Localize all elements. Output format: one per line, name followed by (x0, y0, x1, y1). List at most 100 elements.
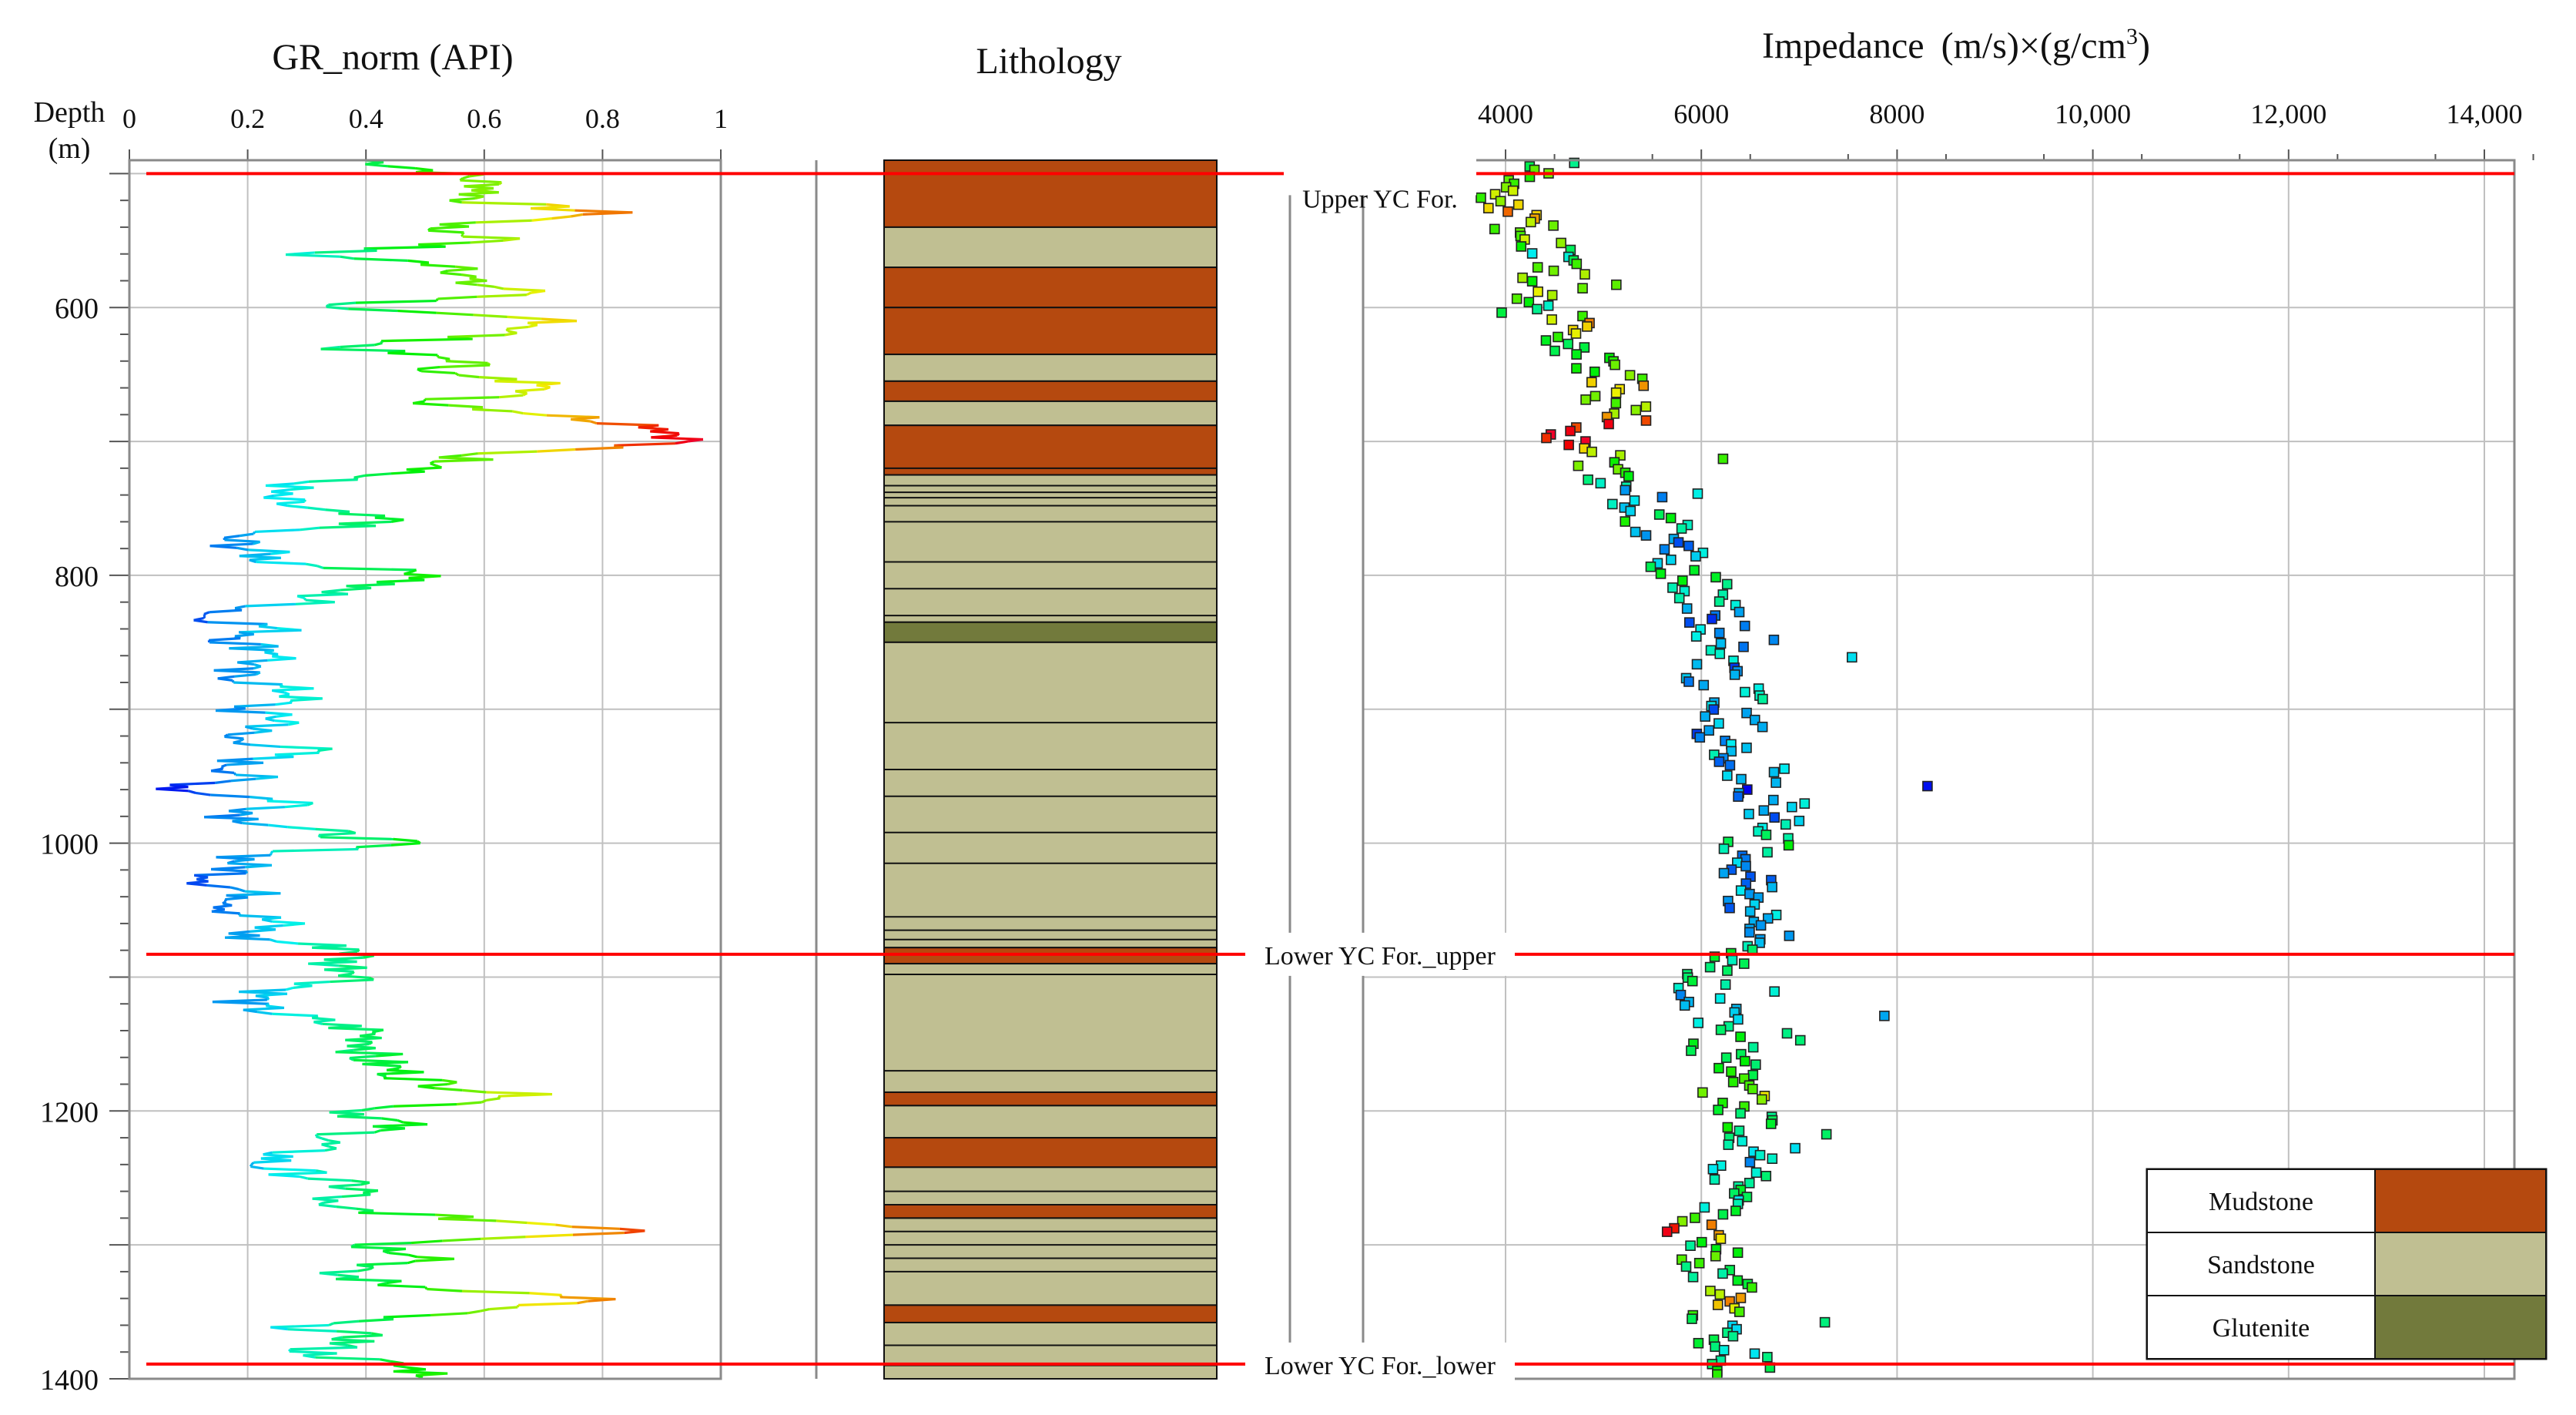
gr-segment (527, 1221, 556, 1226)
impedance-point (1620, 485, 1631, 496)
gr-segment (551, 215, 571, 220)
gr-segment (323, 1199, 339, 1204)
impedance-point (1738, 958, 1750, 969)
impedance-point (1496, 307, 1507, 318)
gr-segment (203, 615, 206, 619)
impedance-point (1713, 718, 1724, 729)
gr-segment (230, 777, 256, 783)
gr-segment (240, 811, 253, 816)
impedance-title: Impedance (m/s)×(g/cm3) (1762, 24, 2150, 66)
gr-segment (374, 1128, 381, 1134)
impedance-point (1765, 1118, 1777, 1129)
impedance-point (1549, 345, 1560, 357)
gr-segment (537, 448, 576, 453)
gr-segment (571, 1226, 620, 1230)
gr-segment (494, 380, 561, 385)
impedance-point (1769, 812, 1780, 823)
gr-segment (342, 1333, 383, 1339)
gr-segment (276, 502, 288, 508)
impedance-point (1517, 272, 1528, 283)
impedance-point (1675, 989, 1687, 1001)
gr-segment (323, 968, 354, 974)
impedance-point (1571, 349, 1582, 360)
impedance-point (1661, 1226, 1673, 1237)
lithology-bed-mudstone (883, 307, 1218, 356)
gr-segment (531, 206, 575, 212)
impedance-point (1625, 505, 1636, 517)
gr-segment (233, 772, 237, 776)
impedance-point (1679, 1000, 1690, 1011)
gr-segment (245, 723, 289, 728)
gr-segment (266, 800, 313, 805)
impedance-point (1749, 1348, 1760, 1360)
gr-segment (276, 940, 299, 945)
gr-segment (328, 1185, 346, 1190)
impedance-point (1747, 1041, 1759, 1053)
gr-frame (128, 159, 722, 1380)
impedance-point (1729, 669, 1740, 680)
gr-segment (362, 1062, 401, 1068)
gr-segment (326, 305, 349, 310)
gr-segment (474, 195, 484, 200)
gr-segment (275, 701, 293, 706)
impedance-point (1767, 881, 1777, 893)
gr-segment (588, 1297, 616, 1303)
gr-segment (303, 1353, 316, 1359)
impedance-point (1570, 328, 1582, 339)
impedance-point (1694, 732, 1706, 743)
gr-segment (245, 863, 273, 869)
gr-segment (287, 1328, 337, 1333)
gr-segment (420, 370, 456, 375)
gr-segment (312, 946, 360, 951)
impedance-point (1526, 248, 1538, 259)
impedance-point (1553, 331, 1563, 343)
impedance-x-ticks: 4000 6000 8000 10,000 12,000 14,000 (1455, 99, 2534, 160)
gr-segment (415, 1374, 424, 1379)
gr-segment (383, 1313, 430, 1319)
impedance-point (1532, 303, 1543, 315)
impedance-point (1577, 283, 1588, 293)
impedance-point (1699, 1202, 1710, 1213)
gr-segment (287, 826, 316, 830)
impedance-point (1740, 1055, 1750, 1067)
impedance-point (1683, 617, 1695, 628)
gr-segment (577, 1299, 588, 1305)
gr-segment (427, 1287, 463, 1293)
gr-segment (461, 201, 547, 206)
impedance-point (1686, 1045, 1697, 1056)
impedance-point (1724, 902, 1735, 914)
impedance-point (1571, 258, 1583, 270)
impedance-point (1768, 766, 1780, 778)
impedance-point (1603, 418, 1614, 430)
impedance-point (1697, 1087, 1708, 1098)
impedance-point (1747, 1282, 1757, 1293)
gr-segment (356, 843, 392, 849)
gr-segment (308, 962, 340, 967)
gr-segment (456, 1101, 482, 1106)
gr-segment (303, 597, 307, 601)
gr-segment (217, 677, 233, 682)
impedance-point (1879, 1011, 1890, 1021)
horizon-label-bg (1245, 1342, 1515, 1386)
impedance-point (1762, 1352, 1773, 1363)
gr-segment (408, 1253, 417, 1259)
gr-segment (211, 867, 247, 873)
impedance-point (1730, 1205, 1741, 1216)
gr-segment (234, 672, 256, 678)
gr-segment (232, 820, 243, 825)
gr-segment (442, 1237, 481, 1242)
gr-segment (447, 1081, 457, 1086)
gr-segment (324, 1147, 337, 1152)
gr-segment (504, 331, 518, 337)
lithology-bed-sandstone (883, 641, 1218, 949)
impedance-point (1705, 645, 1717, 656)
impedance-point (1690, 551, 1701, 562)
gr-segment (270, 550, 290, 555)
impedance-point (1781, 1028, 1793, 1039)
impedance-point (1502, 206, 1513, 217)
gr-segment (209, 641, 261, 646)
impedance-point (1718, 1344, 1730, 1356)
impedance-point (1640, 415, 1652, 426)
gr-segment (506, 325, 529, 330)
gr-segment (211, 910, 240, 915)
